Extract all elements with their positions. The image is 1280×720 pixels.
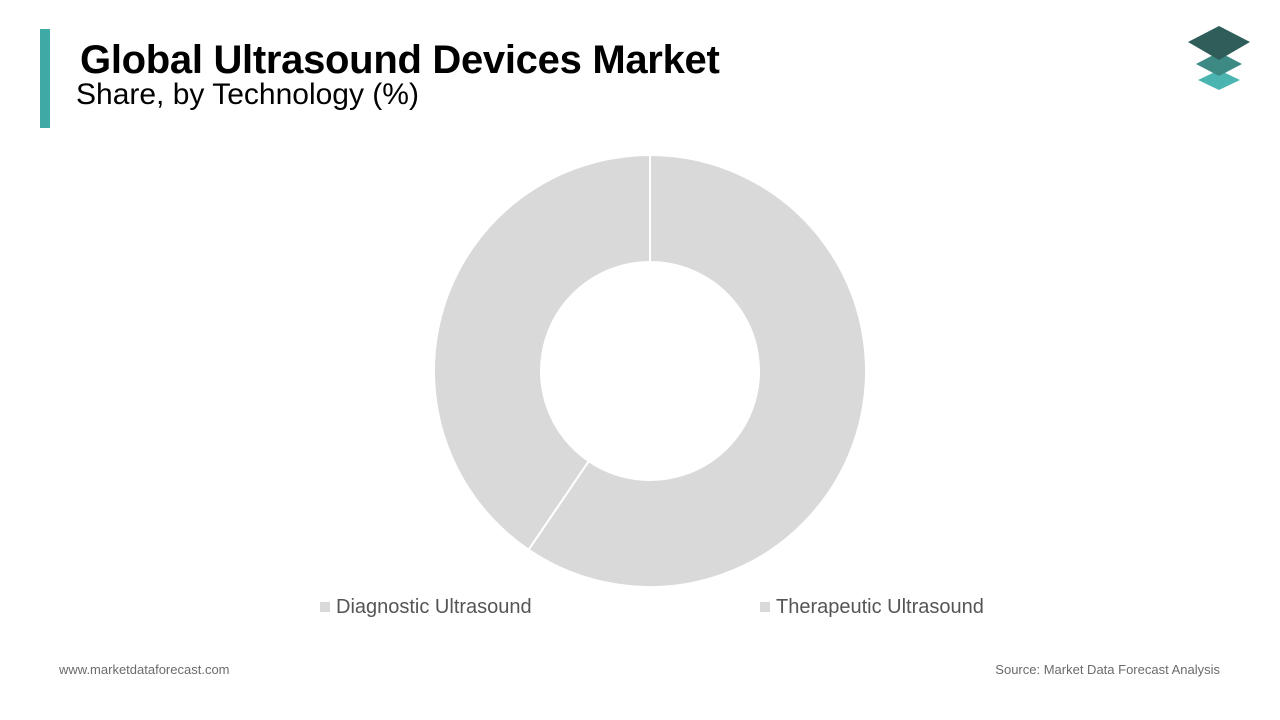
- footer-website: www.marketdataforecast.com: [59, 662, 230, 677]
- legend-item-diagnostic: Diagnostic Ultrasound: [320, 594, 532, 620]
- title-accent-bar: [40, 29, 50, 128]
- legend-label-diagnostic: Diagnostic Ultrasound: [336, 595, 532, 618]
- legend-label-therapeutic: Therapeutic Ultrasound: [776, 595, 984, 618]
- footer-source: Source: Market Data Forecast Analysis: [995, 662, 1220, 677]
- donut-slice-diagnostic-ultrasound: [527, 153, 867, 588]
- stacked-layers-icon: [1188, 26, 1250, 90]
- legend-item-therapeutic: Therapeutic Ultrasound: [760, 594, 984, 620]
- chart-title: Global Ultrasound Devices Market: [80, 38, 720, 82]
- legend-swatch-therapeutic: [760, 602, 770, 612]
- donut-slice-therapeutic-ultrasound: [433, 153, 651, 552]
- chart-subtitle: Share, by Technology (%): [76, 78, 419, 111]
- legend-swatch-diagnostic: [320, 602, 330, 612]
